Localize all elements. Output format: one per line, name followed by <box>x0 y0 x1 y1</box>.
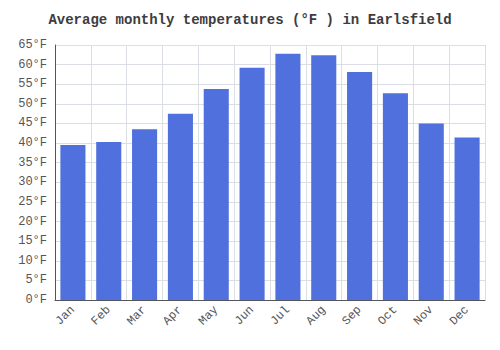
svg-text:Dec: Dec <box>447 303 472 328</box>
svg-text:15°F: 15°F <box>18 234 47 248</box>
svg-text:Aug: Aug <box>304 303 329 328</box>
svg-text:50°F: 50°F <box>18 97 47 111</box>
svg-text:May: May <box>196 303 221 328</box>
svg-text:Feb: Feb <box>89 303 114 328</box>
svg-text:45°F: 45°F <box>18 116 47 130</box>
svg-text:Jun: Jun <box>232 303 257 328</box>
svg-text:30°F: 30°F <box>18 175 47 189</box>
svg-text:65°F: 65°F <box>18 38 47 52</box>
svg-text:55°F: 55°F <box>18 77 47 91</box>
svg-text:Average monthly temperatures (: Average monthly temperatures (°F ) in Ea… <box>48 12 451 28</box>
svg-text:25°F: 25°F <box>18 195 47 209</box>
svg-text:0°F: 0°F <box>25 293 47 307</box>
svg-text:5°F: 5°F <box>25 273 47 287</box>
svg-text:Apr: Apr <box>160 303 185 328</box>
svg-text:Oct: Oct <box>375 303 400 328</box>
svg-text:40°F: 40°F <box>18 136 47 150</box>
svg-text:Mar: Mar <box>124 303 149 328</box>
svg-text:Jan: Jan <box>53 303 78 328</box>
svg-text:Nov: Nov <box>411 303 436 328</box>
svg-text:Jul: Jul <box>268 303 293 328</box>
svg-text:60°F: 60°F <box>18 58 47 72</box>
svg-text:10°F: 10°F <box>18 254 47 268</box>
svg-text:35°F: 35°F <box>18 156 47 170</box>
svg-text:Sep: Sep <box>339 303 364 328</box>
svg-text:20°F: 20°F <box>18 215 47 229</box>
